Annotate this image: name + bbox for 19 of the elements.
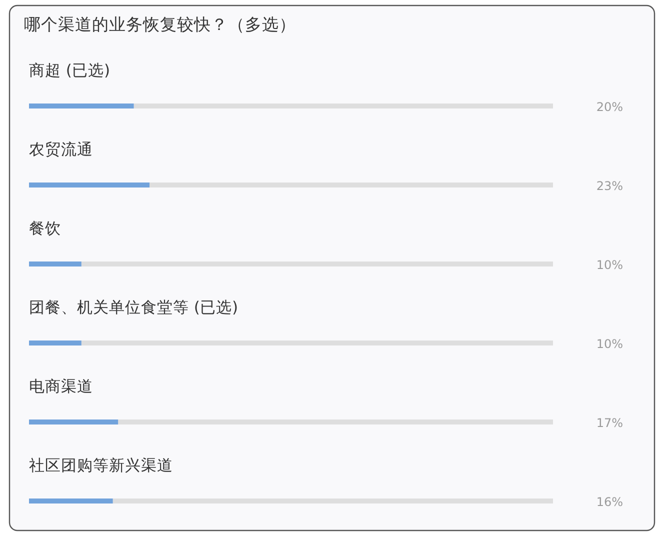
bar (29, 104, 134, 108)
chart-title: 哪个渠道的业务恢复较快？（多选） (24, 14, 296, 34)
data-label: 17% (596, 416, 623, 430)
data-label: 16% (596, 495, 623, 510)
y-tick-label: 团餐、机关单位食堂等 (已选) (29, 298, 238, 316)
bar (29, 498, 113, 504)
bar (29, 182, 150, 188)
data-label: 20% (596, 100, 623, 114)
y-tick-label: 商超 (已选) (29, 61, 110, 80)
data-label: 10% (596, 258, 623, 272)
data-label: 23% (596, 179, 623, 194)
y-tick-label: 社区团购等新兴渠道 (29, 456, 173, 474)
bar (29, 340, 82, 346)
data-label: 10% (596, 337, 623, 352)
bar (29, 420, 118, 424)
bar (29, 262, 82, 266)
y-tick-label: 餐饮 (29, 219, 61, 238)
y-tick-label: 农贸流通 (29, 140, 93, 158)
y-tick-label: 电商渠道 (29, 377, 93, 396)
